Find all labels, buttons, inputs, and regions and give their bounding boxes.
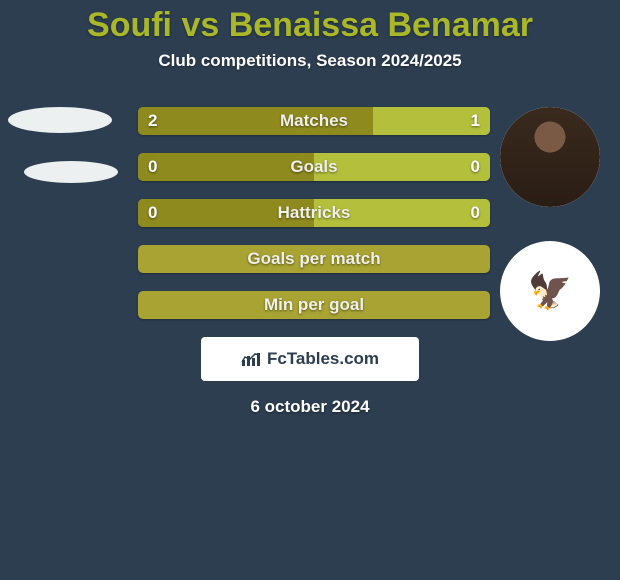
stat-label: Hattricks	[138, 199, 490, 227]
date-text: 6 october 2024	[0, 397, 620, 417]
stat-value-right: 0	[461, 199, 490, 227]
stat-label: Matches	[138, 107, 490, 135]
club-left-avatar	[24, 161, 118, 183]
stat-value-left: 0	[138, 153, 167, 181]
stat-value-right: 0	[461, 153, 490, 181]
player-left-avatar	[8, 107, 112, 133]
club-right-avatar: 🦅	[500, 241, 600, 341]
stat-value-right: 1	[461, 107, 490, 135]
stat-row: Goals per match	[138, 245, 490, 273]
stat-row: Hattricks0 0	[138, 199, 490, 227]
stat-value-left: 0	[138, 199, 167, 227]
stat-row: Goals0 0	[138, 153, 490, 181]
stat-rows: Matches21Goals00Hattricks00Goals per mat…	[138, 107, 490, 319]
stat-row: Min per goal	[138, 291, 490, 319]
comparison-chart: 🦅 Matches21Goals00Hattricks00Goals per m…	[0, 107, 620, 319]
club-crest-icon: 🦅	[500, 241, 600, 341]
stat-label: Goals per match	[138, 245, 490, 273]
stat-row: Matches2 1	[138, 107, 490, 135]
page-title: Soufi vs Benaissa Benamar	[0, 0, 620, 45]
stat-label: Min per goal	[138, 291, 490, 319]
bar-chart-icon	[241, 351, 261, 367]
watermark: FcTables.com	[201, 337, 419, 381]
watermark-text: FcTables.com	[267, 349, 379, 369]
player-photo-placeholder	[500, 107, 600, 207]
stat-label: Goals	[138, 153, 490, 181]
player-right-avatar	[500, 107, 600, 207]
stat-value-left: 2	[138, 107, 167, 135]
subtitle: Club competitions, Season 2024/2025	[0, 51, 620, 71]
